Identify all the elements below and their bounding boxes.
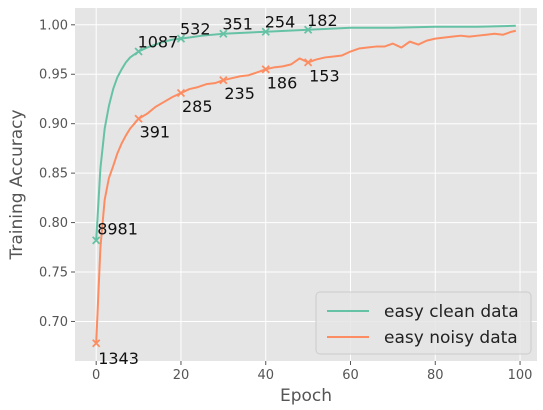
marker-annotation: 391 <box>140 123 171 142</box>
data-marker <box>261 65 270 74</box>
x-axis-title: Epoch <box>280 386 332 406</box>
data-marker <box>134 114 143 123</box>
marker-annotation: 153 <box>309 66 340 85</box>
y-tick-label: 1.00 <box>39 18 68 33</box>
y-axis-title: Training Accuracy <box>7 109 27 260</box>
marker-annotation: 532 <box>180 20 211 39</box>
x-tick-label: 0 <box>92 368 100 383</box>
x-tick-label: 100 <box>508 368 533 383</box>
x-axis-ticks: 0 20 40 60 80 100 <box>92 361 532 383</box>
marker-annotation: 8981 <box>97 219 138 238</box>
marker-stroke <box>134 114 143 123</box>
series-line-noisy <box>95 29 517 344</box>
y-tick-label: 0.80 <box>39 216 68 231</box>
marker-stroke <box>92 236 101 245</box>
marker-stroke <box>219 29 228 38</box>
marker-annotation: 285 <box>182 97 213 116</box>
data-marker <box>303 58 313 67</box>
y-tick-label: 0.85 <box>39 167 68 182</box>
data-marker <box>92 236 101 245</box>
x-tick-label: 40 <box>257 368 274 383</box>
data-marker <box>176 88 186 98</box>
marker-stroke <box>261 65 270 74</box>
marker-stroke <box>176 88 186 98</box>
marker-stroke <box>303 58 313 67</box>
marker-annotation: 182 <box>307 11 338 30</box>
data-marker <box>261 27 270 36</box>
marker-annotation: 254 <box>265 13 296 32</box>
grid-lines <box>75 8 537 361</box>
x-tick-label: 60 <box>342 368 359 383</box>
data-marker <box>92 339 101 348</box>
series-line-clean <box>95 24 516 241</box>
legend-box <box>315 291 532 355</box>
marker-annotation: 186 <box>267 73 298 92</box>
marker-stroke <box>261 27 270 36</box>
marker-annotation: 351 <box>222 15 253 34</box>
legend-label-clean: easy clean data <box>384 302 519 322</box>
y-tick-label: 0.75 <box>39 266 68 281</box>
series-lines <box>95 24 517 344</box>
data-marker <box>303 25 313 34</box>
data-marker <box>134 47 143 56</box>
marker-annotation: 1343 <box>98 349 139 368</box>
legend: easy clean data easy noisy data <box>315 291 532 355</box>
y-tick-label: 0.70 <box>39 315 68 330</box>
legend-label-noisy: easy noisy data <box>384 328 518 348</box>
marker-annotation: 235 <box>224 84 255 103</box>
marker-stroke <box>219 76 228 85</box>
series-markers <box>92 25 313 348</box>
y-tick-label: 0.90 <box>39 117 68 132</box>
x-tick-label: 20 <box>173 368 190 383</box>
y-tick-label: 0.95 <box>39 68 68 83</box>
marker-stroke <box>303 25 313 34</box>
marker-stroke <box>176 34 186 43</box>
marker-stroke <box>134 47 143 56</box>
data-marker <box>219 29 228 38</box>
x-tick-label: 80 <box>427 368 444 383</box>
data-marker <box>176 34 186 43</box>
marker-stroke <box>92 339 101 348</box>
y-axis-ticks: 0.70 0.75 0.80 0.85 0.90 0.95 1.00 <box>39 18 75 330</box>
data-marker <box>219 76 228 85</box>
marker-annotation: 1087 <box>138 33 179 52</box>
